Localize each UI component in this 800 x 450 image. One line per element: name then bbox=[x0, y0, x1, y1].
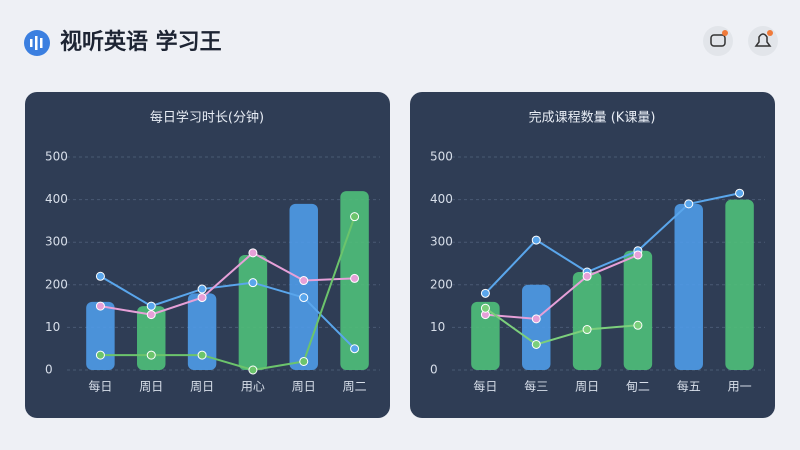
line-point bbox=[197, 293, 207, 303]
line-point bbox=[95, 350, 105, 360]
line-series bbox=[485, 254, 639, 320]
line-point bbox=[350, 344, 360, 354]
line-point bbox=[582, 325, 592, 335]
line-point bbox=[531, 314, 541, 324]
y-tick-label: 400 bbox=[45, 192, 68, 206]
bar bbox=[623, 250, 653, 370]
y-tick-label: 200 bbox=[430, 277, 453, 291]
bar bbox=[289, 203, 318, 370]
badge bbox=[767, 30, 773, 36]
app-title: 视听英语 学习王 bbox=[60, 29, 222, 55]
line-point bbox=[350, 273, 360, 283]
y-tick-label: 400 bbox=[430, 192, 453, 206]
line-point bbox=[248, 248, 258, 258]
notifications-button[interactable] bbox=[748, 26, 778, 56]
x-tick-label: 每日 bbox=[88, 379, 112, 394]
chart-title: 每日学习时长(分钟) bbox=[150, 110, 264, 126]
line-series bbox=[100, 251, 355, 316]
line-point bbox=[299, 356, 309, 366]
line-point bbox=[480, 303, 490, 313]
x-tick-label: 周二 bbox=[343, 380, 367, 394]
x-tick-label: 周日 bbox=[575, 380, 599, 394]
x-tick-label: 周日 bbox=[190, 380, 214, 394]
line-series bbox=[484, 307, 639, 346]
line-point bbox=[633, 320, 643, 330]
line-point bbox=[531, 235, 541, 245]
line-point bbox=[248, 278, 258, 288]
line-point bbox=[95, 271, 105, 281]
y-tick-label: 200 bbox=[45, 277, 68, 291]
line-series bbox=[99, 275, 356, 350]
x-tick-label: 用心 bbox=[241, 380, 265, 394]
x-tick-label: 用一 bbox=[728, 380, 752, 394]
bar bbox=[86, 301, 115, 370]
y-tick-label: 500 bbox=[430, 150, 453, 164]
bar bbox=[572, 272, 602, 370]
y-tick-label: 500 bbox=[45, 150, 68, 164]
messages-icon bbox=[710, 34, 726, 47]
line-point bbox=[531, 339, 541, 349]
bar bbox=[522, 284, 551, 370]
line-point bbox=[633, 250, 643, 260]
x-tick-label: 每日 bbox=[473, 379, 497, 394]
x-tick-label: 周日 bbox=[292, 380, 316, 394]
bar bbox=[471, 301, 500, 370]
bar bbox=[725, 199, 754, 370]
logo-bar bbox=[35, 36, 38, 50]
y-tick-label: 300 bbox=[45, 235, 68, 249]
line-point bbox=[735, 188, 745, 198]
line-point bbox=[146, 350, 156, 360]
line-point bbox=[197, 350, 207, 360]
y-tick-label: 10 bbox=[430, 320, 445, 334]
x-tick-label: 周日 bbox=[139, 380, 163, 394]
line-point bbox=[146, 310, 156, 320]
line-point bbox=[95, 301, 105, 311]
bar bbox=[137, 306, 166, 370]
x-tick-label: 甸二 bbox=[626, 380, 650, 394]
line-point bbox=[299, 276, 309, 286]
logo-bar bbox=[30, 39, 33, 47]
badge bbox=[722, 30, 728, 36]
line-point bbox=[582, 271, 592, 281]
line-point bbox=[248, 365, 258, 375]
line-point bbox=[146, 301, 156, 311]
bell-icon bbox=[754, 33, 772, 47]
x-tick-label: 每三 bbox=[524, 379, 548, 394]
logo-bar bbox=[40, 38, 43, 48]
bar bbox=[187, 293, 217, 370]
line-point bbox=[684, 199, 694, 209]
y-tick-label: 300 bbox=[430, 235, 453, 249]
chart-title: 完成课程数量 (K课量) bbox=[529, 111, 656, 126]
bar bbox=[674, 203, 703, 370]
line-series bbox=[484, 192, 740, 295]
bar bbox=[238, 254, 268, 370]
y-tick-label: 0 bbox=[430, 363, 438, 377]
messages-button[interactable] bbox=[703, 26, 733, 56]
y-tick-label: 10 bbox=[45, 320, 60, 334]
line-point bbox=[480, 288, 490, 298]
y-tick-label: 0 bbox=[45, 363, 53, 377]
line-point bbox=[350, 212, 360, 222]
x-tick-label: 每五 bbox=[677, 379, 701, 394]
line-point bbox=[299, 293, 309, 303]
line-point bbox=[197, 284, 207, 294]
line-series bbox=[100, 216, 356, 372]
